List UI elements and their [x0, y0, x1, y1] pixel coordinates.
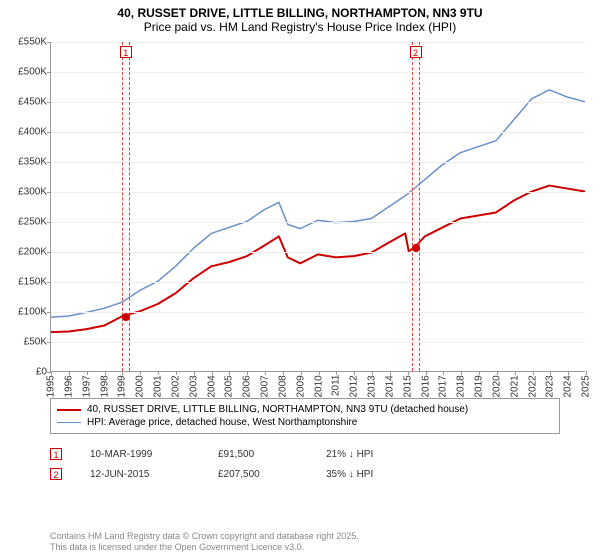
x-axis-label: 2003: [188, 375, 199, 397]
legend-label: 40, RUSSET DRIVE, LITTLE BILLING, NORTHA…: [87, 404, 468, 415]
x-axis-label: 2007: [260, 375, 271, 397]
x-axis-label: 2001: [153, 375, 164, 397]
y-axis-label: £250K: [9, 217, 47, 228]
sales-row: 2 12-JUN-2015 £207,500 35% ↓ HPI: [50, 464, 560, 484]
x-axis-label: 1998: [99, 375, 110, 397]
x-axis-label: 2002: [170, 375, 181, 397]
sales-diff: 35% ↓ HPI: [326, 469, 426, 480]
series-line-hpi: [51, 90, 585, 317]
sale-marker-band: [122, 42, 130, 371]
x-axis-label: 2023: [545, 375, 556, 397]
x-axis-label: 2014: [384, 375, 395, 397]
gridline: [51, 252, 585, 253]
x-axis-label: 2012: [349, 375, 360, 397]
sales-diff: 21% ↓ HPI: [326, 449, 426, 460]
y-axis-label: £400K: [9, 127, 47, 138]
x-axis-label: 2021: [509, 375, 520, 397]
y-tick: [47, 72, 51, 73]
y-tick: [47, 282, 51, 283]
chart-title-line2: Price paid vs. HM Land Registry's House …: [0, 20, 600, 38]
legend-swatch: [57, 422, 81, 423]
chart-lines-svg: [51, 42, 585, 371]
y-tick: [47, 42, 51, 43]
sales-price: £91,500: [218, 449, 298, 460]
legend-box: 40, RUSSET DRIVE, LITTLE BILLING, NORTHA…: [50, 398, 560, 434]
y-axis-label: £500K: [9, 67, 47, 78]
legend-row: HPI: Average price, detached house, West…: [57, 416, 553, 429]
sale-marker-dot: [412, 244, 420, 252]
y-axis-label: £450K: [9, 97, 47, 108]
x-axis-label: 2019: [474, 375, 485, 397]
x-axis-label: 2006: [242, 375, 253, 397]
gridline: [51, 42, 585, 43]
y-tick: [47, 252, 51, 253]
y-axis-label: £150K: [9, 277, 47, 288]
y-tick: [47, 192, 51, 193]
x-axis-label: 2022: [527, 375, 538, 397]
x-axis-label: 1997: [81, 375, 92, 397]
gridline: [51, 342, 585, 343]
y-tick: [47, 312, 51, 313]
x-axis-label: 2011: [331, 375, 342, 397]
sales-table: 1 10-MAR-1999 £91,500 21% ↓ HPI 2 12-JUN-2015…: [50, 444, 560, 484]
sales-idx: 2: [50, 468, 62, 480]
x-axis-label: 2020: [491, 375, 502, 397]
sale-marker-band: [412, 42, 420, 371]
y-tick: [47, 162, 51, 163]
x-axis-label: 2013: [367, 375, 378, 397]
sales-price: £207,500: [218, 469, 298, 480]
gridline: [51, 312, 585, 313]
sales-date: 10-MAR-1999: [90, 449, 190, 460]
x-axis-label: 2024: [563, 375, 574, 397]
x-axis-label: 2015: [402, 375, 413, 397]
gridline: [51, 72, 585, 73]
gridline: [51, 222, 585, 223]
sale-marker-label: 2: [410, 46, 422, 58]
chart-title-line1: 40, RUSSET DRIVE, LITTLE BILLING, NORTHA…: [0, 0, 600, 20]
x-axis-label: 1999: [117, 375, 128, 397]
y-axis-label: £50K: [9, 337, 47, 348]
sale-marker-dot: [122, 313, 130, 321]
x-axis-label: 1995: [46, 375, 57, 397]
y-axis-label: £350K: [9, 157, 47, 168]
chart-container: £0 £50K £100K £150K £200K £250K £300K £350K £400…: [10, 42, 590, 392]
sales-idx: 1: [50, 448, 62, 460]
series-line-property: [51, 186, 585, 333]
x-axis-label: 2008: [277, 375, 288, 397]
plot-area: £0£50K£100K£150K£200K£250K£300K£350K£400…: [50, 42, 585, 372]
sales-row: 1 10-MAR-1999 £91,500 21% ↓ HPI: [50, 444, 560, 464]
sale-marker-label: 1: [120, 46, 132, 58]
y-axis-label: £100K: [9, 307, 47, 318]
gridline: [51, 192, 585, 193]
gridline: [51, 162, 585, 163]
y-tick: [47, 132, 51, 133]
legend-swatch: [57, 409, 81, 411]
x-axis-label: 1996: [63, 375, 74, 397]
x-axis-label: 2010: [313, 375, 324, 397]
footer-line2: This data is licensed under the Open Gov…: [50, 542, 359, 554]
x-axis-label: 2009: [295, 375, 306, 397]
y-axis-label: £200K: [9, 247, 47, 258]
y-axis-label: £300K: [9, 187, 47, 198]
x-axis-label: 2025: [581, 375, 592, 397]
gridline: [51, 102, 585, 103]
x-axis-label: 2017: [438, 375, 449, 397]
x-axis-label: 2018: [456, 375, 467, 397]
footer-line1: Contains HM Land Registry data © Crown c…: [50, 531, 359, 543]
gridline: [51, 132, 585, 133]
sales-date: 12-JUN-2015: [90, 469, 190, 480]
x-axis-label: 2005: [224, 375, 235, 397]
legend-row: 40, RUSSET DRIVE, LITTLE BILLING, NORTHA…: [57, 403, 553, 416]
x-axis-label: 2004: [206, 375, 217, 397]
x-axis-label: 2016: [420, 375, 431, 397]
y-tick: [47, 102, 51, 103]
y-axis-label: £550K: [9, 37, 47, 48]
y-tick: [47, 222, 51, 223]
footer-attribution: Contains HM Land Registry data © Crown c…: [50, 531, 359, 554]
x-axis-label: 2000: [135, 375, 146, 397]
gridline: [51, 282, 585, 283]
y-tick: [47, 342, 51, 343]
legend-label: HPI: Average price, detached house, West…: [87, 417, 357, 428]
y-axis-label: £0: [9, 367, 47, 378]
